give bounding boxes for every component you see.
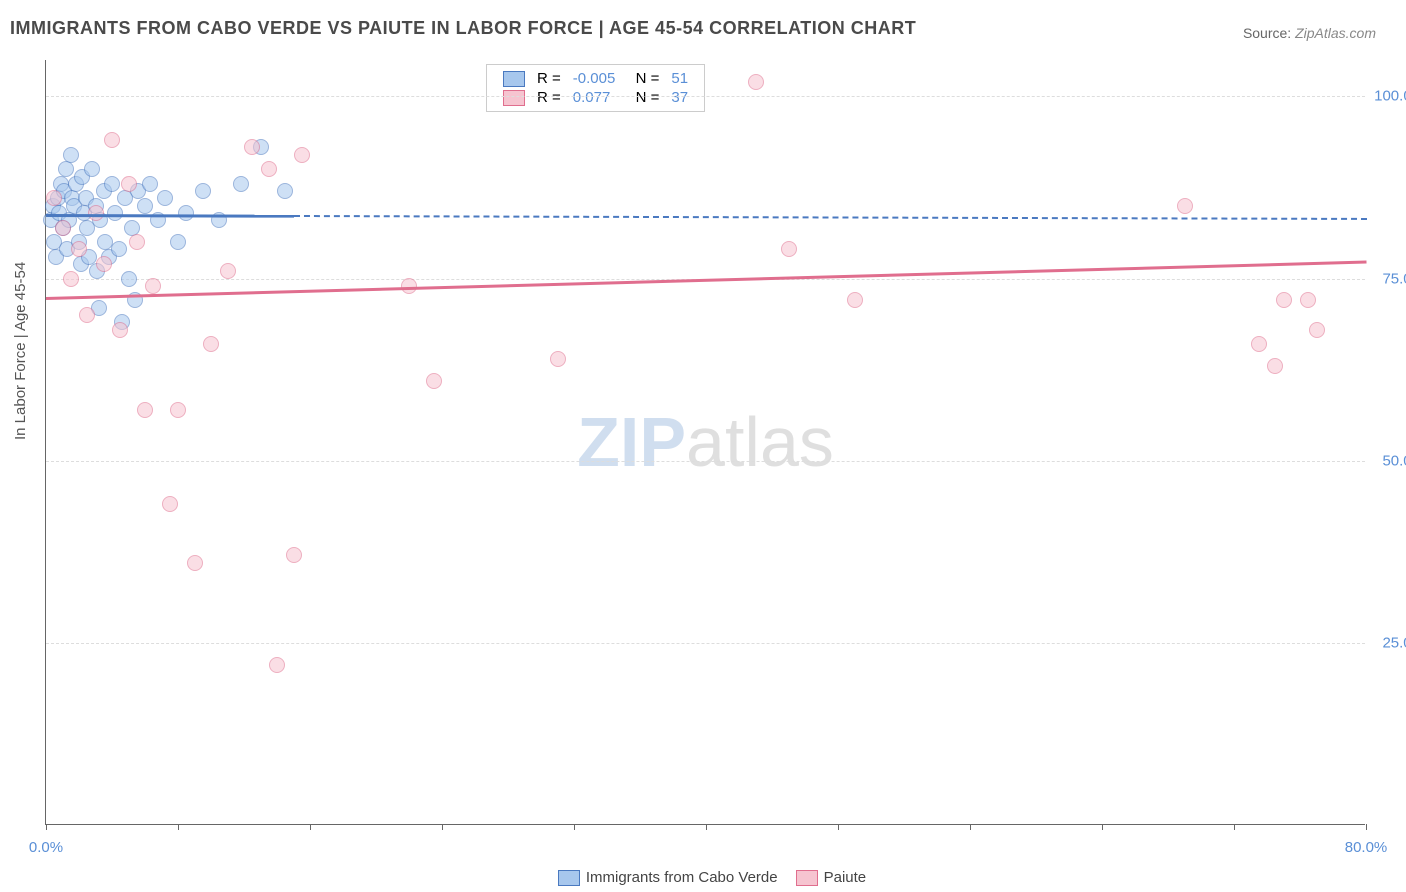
- correlation-legend: R =-0.005 N =51R =0.077 N =37: [486, 64, 705, 112]
- data-point: [1309, 322, 1325, 338]
- data-point: [781, 241, 797, 257]
- data-point: [46, 190, 62, 206]
- legend-swatch: [796, 870, 818, 886]
- plot-area: ZIPatlas R =-0.005 N =51R =0.077 N =37 2…: [45, 60, 1365, 825]
- data-point: [178, 205, 194, 221]
- data-point: [233, 176, 249, 192]
- legend-n-label: N =: [621, 69, 665, 88]
- x-tick-mark: [46, 824, 47, 830]
- data-point: [847, 292, 863, 308]
- data-point: [1177, 198, 1193, 214]
- source-attribution: Source: ZipAtlas.com: [1243, 25, 1376, 41]
- gridline-h: [46, 96, 1365, 97]
- legend-r-value: 0.077: [567, 88, 622, 107]
- data-point: [157, 190, 173, 206]
- gridline-h: [46, 643, 1365, 644]
- data-point: [107, 205, 123, 221]
- data-point: [88, 205, 104, 221]
- data-point: [426, 373, 442, 389]
- data-point: [170, 402, 186, 418]
- legend-row: R =-0.005 N =51: [497, 69, 694, 88]
- data-point: [121, 271, 137, 287]
- y-tick-label: 100.0%: [1370, 88, 1406, 105]
- watermark-suffix: atlas: [686, 403, 834, 481]
- x-tick-mark: [178, 824, 179, 830]
- data-point: [277, 183, 293, 199]
- data-point: [195, 183, 211, 199]
- data-point: [187, 555, 203, 571]
- data-point: [96, 256, 112, 272]
- data-point: [124, 220, 140, 236]
- data-point: [286, 547, 302, 563]
- chart-title: IMMIGRANTS FROM CABO VERDE VS PAIUTE IN …: [10, 18, 916, 39]
- x-tick-mark: [442, 824, 443, 830]
- data-point: [63, 147, 79, 163]
- data-point: [1276, 292, 1292, 308]
- x-tick-mark: [1102, 824, 1103, 830]
- source-label: Source:: [1243, 25, 1291, 41]
- data-point: [104, 132, 120, 148]
- data-point: [748, 74, 764, 90]
- gridline-h: [46, 461, 1365, 462]
- data-point: [121, 176, 137, 192]
- data-point: [63, 271, 79, 287]
- legend-r-label: R =: [531, 69, 567, 88]
- legend-r-value: -0.005: [567, 69, 622, 88]
- data-point: [84, 161, 100, 177]
- data-point: [1267, 358, 1283, 374]
- x-tick-label: 0.0%: [29, 839, 63, 856]
- legend-n-value: 51: [665, 69, 694, 88]
- legend-row: R =0.077 N =37: [497, 88, 694, 107]
- data-point: [79, 307, 95, 323]
- y-axis-label: In Labor Force | Age 45-54: [12, 262, 29, 440]
- legend-swatch: [503, 71, 525, 87]
- data-point: [269, 657, 285, 673]
- source-value: ZipAtlas.com: [1295, 25, 1376, 41]
- trend-line: [46, 260, 1366, 299]
- legend-r-label: R =: [531, 88, 567, 107]
- data-point: [220, 263, 236, 279]
- x-tick-mark: [1366, 824, 1367, 830]
- data-point: [71, 241, 87, 257]
- data-point: [1300, 292, 1316, 308]
- series-legend: Immigrants from Cabo Verde Paiute: [0, 869, 1406, 886]
- data-point: [137, 198, 153, 214]
- data-point: [550, 351, 566, 367]
- data-point: [162, 496, 178, 512]
- x-tick-mark: [1234, 824, 1235, 830]
- legend-n-value: 37: [665, 88, 694, 107]
- data-point: [112, 322, 128, 338]
- y-tick-label: 50.0%: [1370, 452, 1406, 469]
- data-point: [261, 161, 277, 177]
- watermark-brand: ZIP: [577, 403, 686, 481]
- x-tick-mark: [970, 824, 971, 830]
- data-point: [111, 241, 127, 257]
- data-point: [104, 176, 120, 192]
- trend-line: [293, 215, 1366, 220]
- data-point: [55, 220, 71, 236]
- y-tick-label: 75.0%: [1370, 270, 1406, 287]
- x-tick-label: 80.0%: [1345, 839, 1388, 856]
- data-point: [137, 402, 153, 418]
- data-point: [142, 176, 158, 192]
- y-tick-label: 25.0%: [1370, 634, 1406, 651]
- x-tick-mark: [310, 824, 311, 830]
- x-tick-mark: [706, 824, 707, 830]
- data-point: [145, 278, 161, 294]
- data-point: [203, 336, 219, 352]
- data-point: [58, 161, 74, 177]
- watermark: ZIPatlas: [577, 402, 834, 482]
- legend-n-label: N =: [621, 88, 665, 107]
- x-tick-mark: [838, 824, 839, 830]
- data-point: [244, 139, 260, 155]
- legend-swatch: [503, 90, 525, 106]
- data-point: [129, 234, 145, 250]
- legend-swatch: [558, 870, 580, 886]
- legend-series-name: Paiute: [824, 869, 867, 886]
- data-point: [1251, 336, 1267, 352]
- data-point: [170, 234, 186, 250]
- data-point: [294, 147, 310, 163]
- legend-series-name: Immigrants from Cabo Verde: [586, 869, 778, 886]
- x-tick-mark: [574, 824, 575, 830]
